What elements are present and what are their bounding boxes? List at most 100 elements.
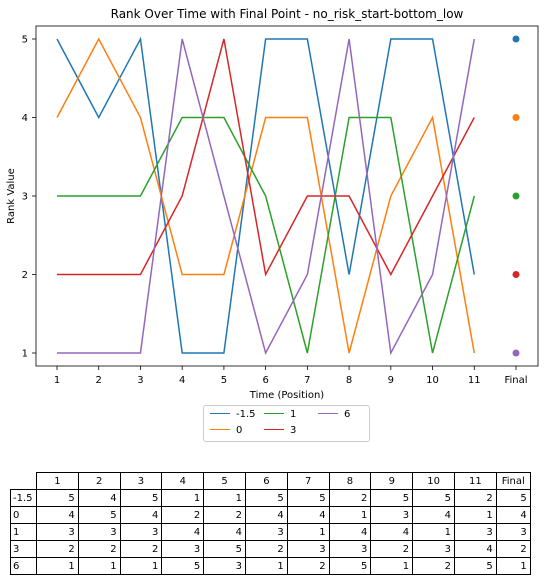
table-cell: 1 <box>412 523 455 541</box>
table-cell: 4 <box>495 506 531 524</box>
x-tick-label: 7 <box>304 375 310 386</box>
x-tick-label: 1 <box>54 375 60 386</box>
table-column-header: 11 <box>453 472 497 490</box>
y-tick-label: 1 <box>22 349 28 360</box>
legend-swatch <box>210 412 230 414</box>
table-column-header: 3 <box>119 472 163 490</box>
table-cell: 1 <box>203 489 246 507</box>
x-tick-label: 4 <box>179 375 185 386</box>
legend-item-1: 0 <box>210 425 242 437</box>
table-row-label: 1 <box>10 523 37 541</box>
table-cell: 3 <box>36 523 79 541</box>
table-cell: 4 <box>36 506 79 524</box>
table-cell: 4 <box>77 489 121 507</box>
legend-label: 6 <box>344 409 351 420</box>
table-header-row: 1 2 3 4 5 6 7 8 9 10 11 Final <box>11 472 531 490</box>
legend-item-0: -1.5 <box>210 409 256 421</box>
legend-label: -1.5 <box>236 409 256 420</box>
table-cell: 1 <box>370 557 414 575</box>
table-cell: 3 <box>495 523 531 541</box>
table-cell: 5 <box>453 557 497 575</box>
table-column-header: Final <box>495 472 531 490</box>
table-cell: 4 <box>412 506 455 524</box>
table-cell: 5 <box>36 489 79 507</box>
table-cell: 3 <box>453 523 497 541</box>
table-cell: 2 <box>77 540 121 558</box>
table-column-header: 9 <box>370 472 414 490</box>
table-cell: 2 <box>36 540 79 558</box>
final-point-2 <box>512 192 520 200</box>
table-cell: 1 <box>77 557 121 575</box>
table-cell: 1 <box>36 557 79 575</box>
series-line-0 <box>56 36 476 354</box>
table-cell: 1 <box>286 523 330 541</box>
final-point-0 <box>512 35 520 43</box>
legend-swatch <box>264 428 284 430</box>
table-column-header: 6 <box>244 472 288 490</box>
table-cell: 2 <box>370 540 414 558</box>
legend-label: 3 <box>290 425 297 436</box>
table-cell: 2 <box>286 557 330 575</box>
table-cell: 3 <box>203 557 246 575</box>
table-cell: 4 <box>244 506 288 524</box>
table-cell: 2 <box>203 506 246 524</box>
table-cell: 5 <box>286 489 330 507</box>
x-axis-ticks: 1 2 3 4 5 6 7 8 9 10 11 Final <box>54 366 528 386</box>
table-cell: 1 <box>453 506 497 524</box>
table-cell: 5 <box>77 506 121 524</box>
table-cell: 2 <box>453 489 497 507</box>
table-cell: 1 <box>119 557 163 575</box>
table-cell: 5 <box>328 557 372 575</box>
x-tick-label: 10 <box>426 375 439 386</box>
table-cell: 3 <box>412 540 455 558</box>
table-column-header: 10 <box>412 472 455 490</box>
table-row-label: 6 <box>10 557 37 575</box>
x-tick-label: 9 <box>388 375 394 386</box>
table-cell: 2 <box>161 506 205 524</box>
x-tick-label: 8 <box>346 375 352 386</box>
final-points-layer <box>512 35 520 357</box>
table-cell: 2 <box>495 540 531 558</box>
table-column-header: 4 <box>161 472 205 490</box>
table-cell: 2 <box>244 540 288 558</box>
table-cell: 5 <box>412 489 455 507</box>
table-column-header: 2 <box>77 472 121 490</box>
table-cell: 3 <box>119 523 163 541</box>
legend-swatch <box>264 412 284 414</box>
table-cell: 5 <box>244 489 288 507</box>
series-line-3 <box>57 38 475 277</box>
chart-legend: -1.5 0 1 3 6 <box>203 405 370 442</box>
table-cell: 4 <box>161 523 205 541</box>
table-cell: 3 <box>286 540 330 558</box>
table-row-label: 3 <box>10 540 37 558</box>
x-axis-label: Time (Position) <box>249 390 324 400</box>
x-tick-label: 11 <box>468 375 481 386</box>
legend-swatch <box>210 428 230 430</box>
chart-title: Rank Over Time with Final Point - no_ris… <box>111 7 464 21</box>
table-cell: 1 <box>495 557 531 575</box>
table-cell: 5 <box>119 489 163 507</box>
table-column-header: 8 <box>328 472 372 490</box>
table-cell: 5 <box>161 557 205 575</box>
table-cell: 4 <box>453 540 497 558</box>
x-tick-label: 5 <box>221 375 227 386</box>
x-tick-label: 3 <box>137 375 143 386</box>
y-tick-label: 3 <box>22 192 28 203</box>
legend-item-3: 3 <box>264 425 296 437</box>
x-tick-label: Final <box>504 375 527 386</box>
legend-label: 0 <box>236 425 243 436</box>
y-tick-label: 4 <box>22 113 28 124</box>
table-cell: 1 <box>328 506 372 524</box>
table-cell: 5 <box>203 540 246 558</box>
table-row-label: -1.5 <box>10 489 37 507</box>
x-tick-label: 6 <box>262 375 268 386</box>
table-cell: 1 <box>161 489 205 507</box>
table-cell: 4 <box>370 523 414 541</box>
table-cell: 2 <box>328 489 372 507</box>
x-tick-label: 2 <box>96 375 102 386</box>
table-cell: 5 <box>495 489 531 507</box>
